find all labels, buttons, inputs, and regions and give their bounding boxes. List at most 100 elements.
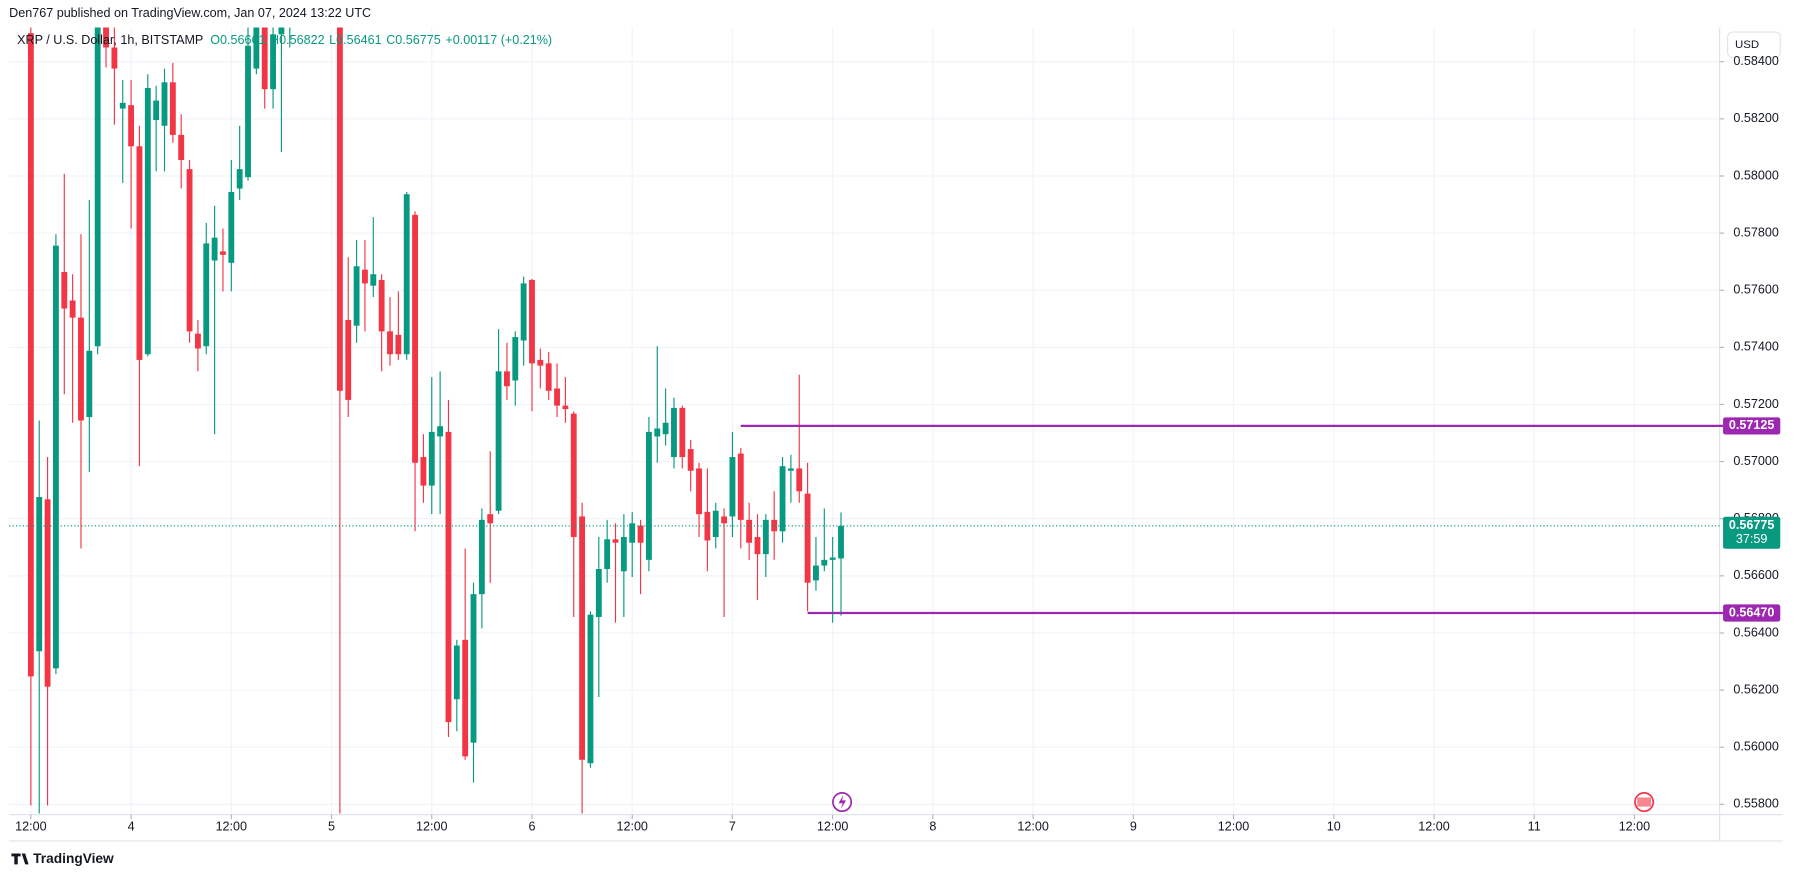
candle-body	[236, 169, 243, 189]
level-tag	[1723, 604, 1781, 622]
candle-body	[762, 519, 769, 555]
candle-body	[412, 214, 418, 463]
y-tick-label: 0.58200	[1733, 111, 1778, 125]
y-tick-label: 0.57600	[1733, 283, 1778, 297]
candle-body	[587, 614, 594, 764]
x-tick-label: 12:00	[817, 820, 848, 834]
candle-body	[512, 337, 519, 381]
candle-body	[746, 519, 753, 543]
x-tick-label: 12:00	[616, 820, 647, 834]
candle-body	[604, 539, 611, 570]
candle-body	[270, 34, 276, 90]
candle-body	[253, 27, 260, 69]
candle-body	[462, 639, 469, 757]
x-tick-label: 9	[1130, 820, 1137, 834]
candle-body	[78, 317, 84, 421]
candle-body	[637, 525, 644, 543]
candle-body	[787, 468, 794, 471]
candle-body	[813, 565, 819, 581]
y-tick-label: 0.56200	[1733, 682, 1778, 696]
y-tick-label: 0.57000	[1733, 454, 1778, 468]
y-tick-label: 0.57400	[1733, 340, 1778, 354]
candle-body	[53, 245, 59, 669]
y-tick-label: 0.56400	[1733, 625, 1778, 639]
event-icon-glyph	[1637, 797, 1651, 807]
candle-body	[796, 468, 803, 492]
candle-body	[178, 134, 185, 160]
candle-body	[437, 426, 444, 437]
candle-body	[119, 102, 126, 109]
candle-body	[228, 191, 235, 263]
x-tick-label: 11	[1528, 820, 1541, 834]
candle-body	[36, 497, 43, 652]
candle-body	[495, 371, 502, 511]
candle-body	[754, 537, 761, 555]
candle-body	[245, 45, 251, 178]
legend: XRP / U.S. Dollar, 1h, BITSTAMP O0.56661 H…	[17, 34, 552, 48]
candle-body	[487, 514, 494, 524]
x-tick-label: 12:00	[1017, 820, 1048, 834]
y-tick-label: 0.57800	[1733, 225, 1778, 239]
candle-body	[161, 82, 168, 126]
candle-body	[94, 27, 101, 347]
brand-logo	[11, 853, 29, 865]
candle-body	[529, 279, 535, 364]
brand: TradingView	[33, 851, 114, 866]
candle-body	[144, 88, 151, 355]
candle-body	[687, 449, 694, 471]
candle-body	[453, 645, 460, 700]
candle-body	[136, 146, 143, 360]
legend-open: O0.56661	[210, 34, 265, 48]
candle-body	[595, 569, 602, 617]
candle-body	[662, 422, 669, 435]
x-tick-label: 12:00	[416, 820, 447, 834]
candle-body	[737, 453, 744, 520]
candle-body	[336, 27, 343, 391]
candle-body	[86, 350, 93, 418]
candle-body	[61, 271, 68, 309]
level-tag-label: 0.57125	[1729, 418, 1774, 432]
candle-body	[103, 27, 109, 48]
candle-body	[111, 47, 118, 69]
candle-body	[771, 519, 778, 532]
candle-body	[537, 359, 544, 366]
level-tag-label: 0.56470	[1729, 605, 1774, 619]
candle-body	[203, 243, 210, 347]
x-tick-label: 12:00	[1218, 820, 1249, 834]
currency-button[interactable]	[1727, 31, 1781, 58]
candle-body	[194, 333, 201, 349]
x-tick-label: 12:00	[15, 820, 46, 834]
legend-low: L0.56461	[329, 34, 381, 48]
candle-body	[645, 431, 652, 560]
candle-body	[445, 431, 452, 723]
candle-body	[353, 266, 360, 326]
candle-body	[220, 251, 226, 255]
x-tick-label: 5	[328, 820, 335, 834]
candle-body	[579, 516, 586, 760]
candle-body	[211, 237, 218, 261]
candle-body	[629, 523, 636, 543]
candle-body	[345, 319, 352, 400]
candle-body	[671, 407, 677, 458]
y-tick-label: 0.56000	[1733, 740, 1778, 754]
candle-body	[804, 493, 811, 583]
legend-high: H0.56822	[270, 34, 325, 48]
currency-label[interactable]: USD	[1735, 39, 1759, 51]
candle-body	[362, 269, 368, 284]
candle-body	[44, 499, 51, 687]
candle-body	[69, 300, 76, 318]
candle-body	[378, 279, 385, 332]
y-tick-label: 0.58000	[1733, 168, 1778, 182]
candle-body	[403, 194, 410, 355]
candle-body	[153, 100, 160, 121]
y-tick-label: 0.57200	[1733, 397, 1778, 411]
candle-body	[821, 559, 828, 566]
candle-body	[370, 274, 377, 286]
candle-body	[838, 525, 844, 559]
candle-body	[545, 363, 552, 391]
candle-body	[679, 407, 686, 458]
x-tick-label: 12:00	[1418, 820, 1449, 834]
candle-body	[520, 283, 527, 341]
candle-body	[654, 428, 661, 437]
